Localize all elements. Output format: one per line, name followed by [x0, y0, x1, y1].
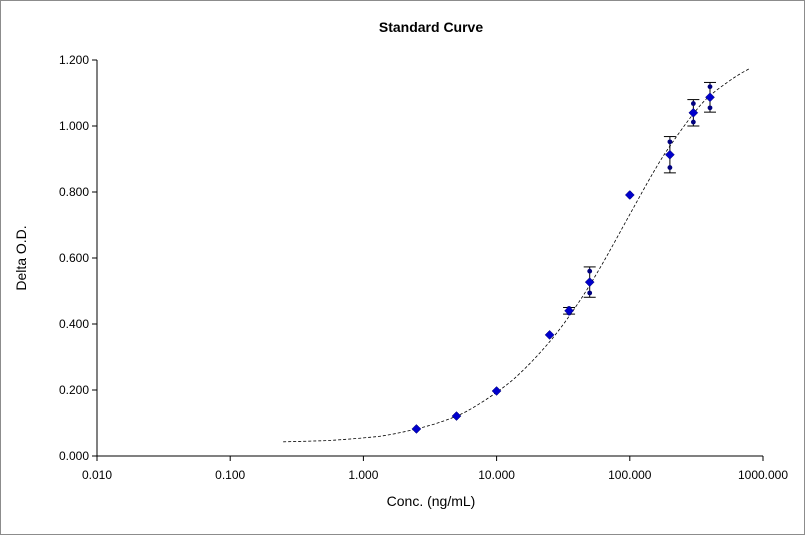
replicate-point — [707, 105, 713, 111]
y-tick-label: 1.200 — [59, 53, 89, 67]
replicate-point — [667, 139, 673, 145]
y-tick-label: 0.600 — [59, 251, 89, 265]
y-tick-label: 0.400 — [59, 317, 89, 331]
mean-point — [688, 107, 699, 118]
x-axis-ticks: 0.010 0.100 1.000 10.000 100.000 1000.000 — [82, 456, 788, 482]
x-tick-label: 10.000 — [478, 468, 515, 482]
mean-point — [491, 386, 502, 396]
mean-point — [584, 277, 595, 287]
x-axis-title: Conc. (ng/mL) — [387, 493, 476, 509]
mean-point — [544, 330, 555, 340]
y-axis-title: Delta O.D. — [13, 225, 29, 290]
replicate-point — [690, 119, 696, 125]
x-tick-label: 0.010 — [82, 468, 112, 482]
replicate-point — [667, 165, 673, 170]
mean-point — [624, 190, 635, 200]
y-tick-label: 0.000 — [59, 449, 89, 463]
y-axis-ticks: 0.000 0.200 0.400 0.600 0.800 1.000 1.200 — [59, 53, 97, 463]
fit-curve-layer — [283, 67, 751, 443]
mean-point — [411, 424, 422, 434]
x-tick-label: 1000.000 — [738, 468, 788, 482]
y-tick-label: 0.200 — [59, 383, 89, 397]
x-tick-label: 100.000 — [608, 468, 652, 482]
replicate-point — [587, 268, 593, 274]
y-tick-label: 1.000 — [59, 119, 89, 133]
x-tick-label: 0.100 — [215, 468, 245, 482]
fit-curve-line — [283, 67, 751, 443]
chart-title: Standard Curve — [379, 19, 483, 35]
mean-point — [564, 305, 574, 316]
mean-point — [451, 411, 462, 421]
mean-points-layer — [411, 92, 715, 434]
replicate-point — [690, 101, 696, 106]
replicate-point — [707, 84, 713, 90]
y-tick-label: 0.800 — [59, 185, 89, 199]
mean-point — [665, 149, 675, 160]
replicate-point — [587, 290, 593, 296]
mean-point — [705, 92, 715, 103]
x-tick-label: 1.000 — [348, 468, 378, 482]
